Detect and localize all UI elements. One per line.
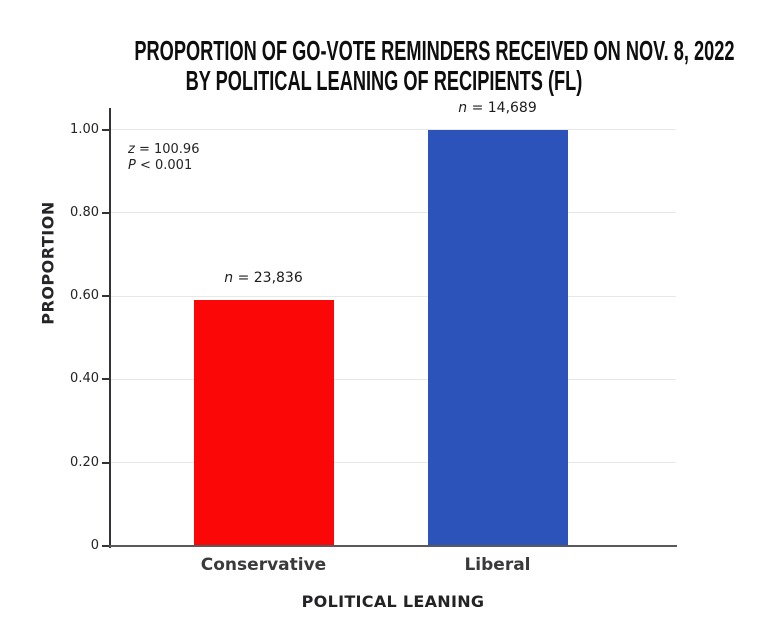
bar-conservative [193, 300, 334, 547]
y-tick-label: 0.80 [70, 204, 99, 220]
gridline [110, 295, 676, 297]
y-tick-mark [102, 378, 110, 381]
x-axis-line [109, 545, 677, 547]
italic-symbol: z [128, 142, 135, 157]
y-tick-label: 1.00 [70, 121, 99, 137]
stats-line: P < 0.001 [128, 158, 193, 173]
bar-count-label: n = 23,836 [224, 270, 303, 287]
italic-symbol: P [128, 158, 136, 173]
chart-title-line2: BY POLITICAL LEANING OF RECIPIENTS (FL) [185, 65, 583, 96]
gridline [110, 378, 676, 380]
y-tick-mark [102, 295, 110, 298]
y-tick-mark [102, 545, 110, 547]
y-tick-label: 0.60 [70, 288, 99, 304]
gridline [110, 129, 676, 130]
chart-title: PROPORTION OF GO-VOTE REMINDERS RECEIVED… [0, 36, 768, 96]
x-category-label: Conservative [200, 555, 327, 575]
stats-annotation: z = 100.96 P < 0.001 [128, 142, 199, 174]
italic-symbol: n [458, 99, 468, 116]
y-tick-mark [102, 128, 110, 131]
y-tick-label: 0.20 [70, 454, 99, 470]
y-axis-line [109, 108, 111, 548]
y-tick-mark [102, 461, 110, 464]
italic-symbol: n [224, 270, 234, 287]
y-tick-mark [102, 211, 110, 214]
gridline [110, 212, 676, 214]
x-axis-title: POLITICAL LEANING [301, 592, 485, 611]
stats-line: z = 100.96 [128, 142, 200, 157]
y-tick-label: 0 [90, 538, 99, 553]
x-category-label: Liberal [464, 555, 531, 575]
y-tick-label: 0.40 [70, 371, 99, 387]
bar-liberal [427, 129, 568, 547]
bar-count-label: n = 14,689 [458, 99, 537, 116]
gridline [110, 462, 676, 464]
